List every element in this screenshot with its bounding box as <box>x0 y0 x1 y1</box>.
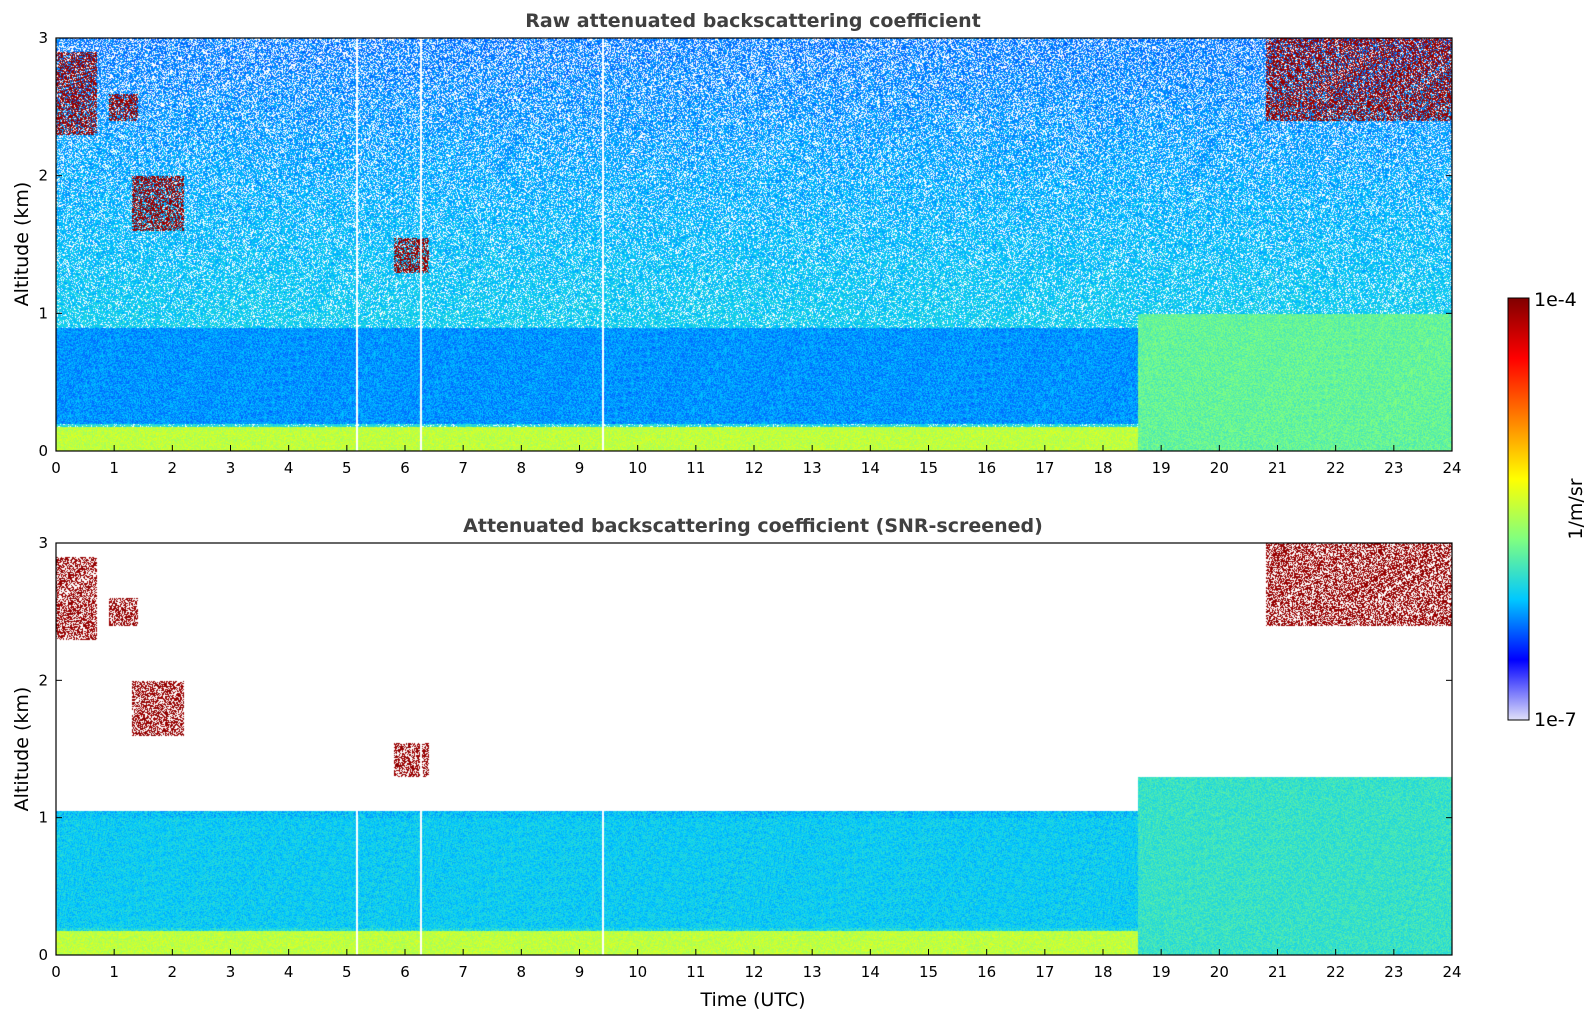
panel-screened-x-tick-label: 14 <box>861 963 880 981</box>
panel-raw-heatmap <box>56 38 1452 451</box>
panel-screened-heatmap <box>56 543 1452 955</box>
panel-screened-x-tick-label: 18 <box>1093 963 1112 981</box>
panel-screened-x-tick-label: 0 <box>51 963 61 981</box>
panel-raw-x-tick-label: 18 <box>1093 459 1112 477</box>
panel-raw-x-tick-label: 12 <box>744 459 763 477</box>
panel-raw-x-tick-label: 20 <box>1210 459 1229 477</box>
panel-raw-x-tick-label: 19 <box>1152 459 1171 477</box>
panel-raw-x-tick-label: 24 <box>1442 459 1461 477</box>
panel-screened-x-tick-label: 17 <box>1035 963 1054 981</box>
panel-raw-x-tick-label: 14 <box>861 459 880 477</box>
panel-raw-x-tick-label: 4 <box>284 459 294 477</box>
panel-raw-x-tick-label: 17 <box>1035 459 1054 477</box>
colorbar: 1e-4 1e-7 1/m/sr <box>1507 289 1587 731</box>
panel-raw-x-tick-label: 6 <box>400 459 410 477</box>
panel-screened-ticks: 0 1 2 3 4 5 6 7 8 9 10 11 12 13 14 15 16 17 18 19 20 21 22 23 24… <box>38 534 1461 981</box>
panel-raw: Raw attenuated backscattering coefficien… <box>11 10 1462 477</box>
panel-raw-x-tick-label: 1 <box>109 459 119 477</box>
panel-screened-x-tick-label: 24 <box>1442 963 1461 981</box>
panel-screened-x-tick-label: 3 <box>226 963 236 981</box>
panel-raw-x-tick-label: 9 <box>575 459 585 477</box>
colorbar-unit-label: 1/m/sr <box>1565 478 1587 539</box>
panel-raw-y-tick-label: 3 <box>38 29 48 47</box>
panel-raw-x-tick-label: 11 <box>686 459 705 477</box>
panel-screened-xlabel: Time (UTC) <box>699 989 805 1011</box>
panel-raw-x-tick-label: 16 <box>977 459 996 477</box>
panel-screened-x-tick-label: 8 <box>517 963 527 981</box>
panel-screened-y-tick-label: 3 <box>38 534 48 552</box>
panel-screened-x-tick-label: 21 <box>1268 963 1287 981</box>
colorbar-max-label: 1e-4 <box>1534 289 1577 311</box>
panel-screened: Attenuated backscattering coefficient (S… <box>11 515 1462 1011</box>
panel-raw-x-tick-label: 22 <box>1326 459 1345 477</box>
panel-raw-x-tick-label: 23 <box>1384 459 1403 477</box>
panel-raw-x-tick-label: 5 <box>342 459 352 477</box>
panel-screened-x-tick-label: 13 <box>803 963 822 981</box>
panel-raw-x-tick-label: 10 <box>628 459 647 477</box>
panel-screened-y-tick-label: 2 <box>38 671 48 689</box>
panel-screened-x-tick-label: 9 <box>575 963 585 981</box>
colorbar-min-label: 1e-7 <box>1534 709 1577 731</box>
panel-screened-heatmap-canvas <box>56 543 1452 955</box>
panel-raw-x-tick-label: 7 <box>458 459 468 477</box>
panel-screened-x-tick-label: 6 <box>400 963 410 981</box>
panel-screened-ylabel: Altitude (km) <box>11 687 33 812</box>
panel-screened-y-tick-label: 0 <box>38 946 48 964</box>
panel-raw-x-tick-label: 0 <box>51 459 61 477</box>
panel-screened-x-tick-label: 1 <box>109 963 119 981</box>
panel-screened-y-tick-label: 1 <box>38 809 48 827</box>
panel-raw-x-tick-label: 8 <box>517 459 527 477</box>
panel-screened-x-tick-label: 11 <box>686 963 705 981</box>
panel-screened-x-tick-label: 2 <box>168 963 178 981</box>
panel-raw-title: Raw attenuated backscattering coefficien… <box>525 10 981 32</box>
panel-raw-y-tick-label: 0 <box>38 442 48 460</box>
panel-screened-x-tick-label: 15 <box>919 963 938 981</box>
panel-raw-ylabel: Altitude (km) <box>11 182 33 307</box>
panel-screened-title: Attenuated backscattering coefficient (S… <box>463 515 1043 537</box>
panel-screened-x-tick-label: 7 <box>458 963 468 981</box>
panel-raw-y-tick-label: 1 <box>38 304 48 322</box>
panel-raw-x-tick-label: 13 <box>803 459 822 477</box>
panel-screened-x-tick-label: 23 <box>1384 963 1403 981</box>
panel-screened-x-tick-label: 20 <box>1210 963 1229 981</box>
colorbar-bar <box>1507 297 1530 721</box>
panel-raw-heatmap-canvas <box>56 38 1452 451</box>
panel-raw-x-tick-label: 15 <box>919 459 938 477</box>
panel-screened-x-tick-label: 4 <box>284 963 294 981</box>
panel-screened-x-tick-label: 10 <box>628 963 647 981</box>
panel-raw-x-tick-label: 2 <box>168 459 178 477</box>
panel-screened-x-tick-label: 19 <box>1152 963 1171 981</box>
panel-screened-x-tick-label: 16 <box>977 963 996 981</box>
panel-screened-x-tick-label: 5 <box>342 963 352 981</box>
panel-raw-ticks: 0 1 2 3 4 5 6 7 8 9 10 11 12 13 14 15 16 17 18 19 20 21 22 23 24… <box>38 29 1461 477</box>
panel-screened-x-tick-label: 22 <box>1326 963 1345 981</box>
panel-screened-x-tick-label: 12 <box>744 963 763 981</box>
panel-raw-x-tick-label: 21 <box>1268 459 1287 477</box>
panel-raw-y-tick-label: 2 <box>38 167 48 185</box>
panel-raw-x-tick-label: 3 <box>226 459 236 477</box>
